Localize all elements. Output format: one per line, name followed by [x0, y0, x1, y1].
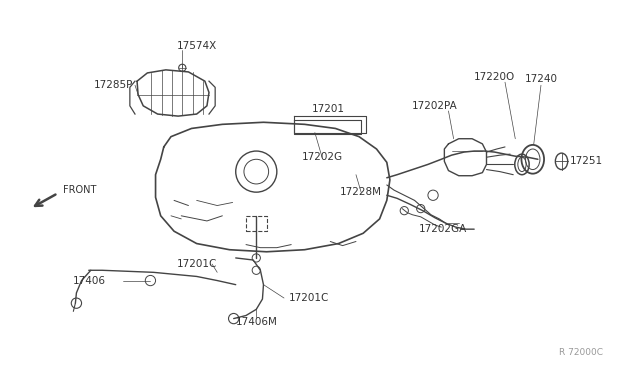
Text: 17228M: 17228M — [340, 187, 382, 197]
Text: 17251: 17251 — [570, 156, 603, 166]
Text: 17201C: 17201C — [177, 259, 217, 269]
Text: 17574X: 17574X — [177, 41, 217, 51]
Text: 17406M: 17406M — [236, 317, 277, 327]
Text: 17202PA: 17202PA — [412, 101, 458, 111]
Text: 17202G: 17202G — [301, 152, 342, 162]
Text: 17201C: 17201C — [289, 293, 330, 303]
Text: 17220O: 17220O — [474, 72, 515, 82]
Text: FRONT: FRONT — [63, 185, 97, 195]
Text: 17202GA: 17202GA — [419, 224, 467, 234]
Text: 17240: 17240 — [524, 74, 557, 84]
Text: 17406: 17406 — [73, 276, 106, 286]
Text: 17285P: 17285P — [93, 80, 133, 90]
Text: 17201: 17201 — [312, 104, 345, 114]
Text: R 72000C: R 72000C — [559, 348, 603, 357]
